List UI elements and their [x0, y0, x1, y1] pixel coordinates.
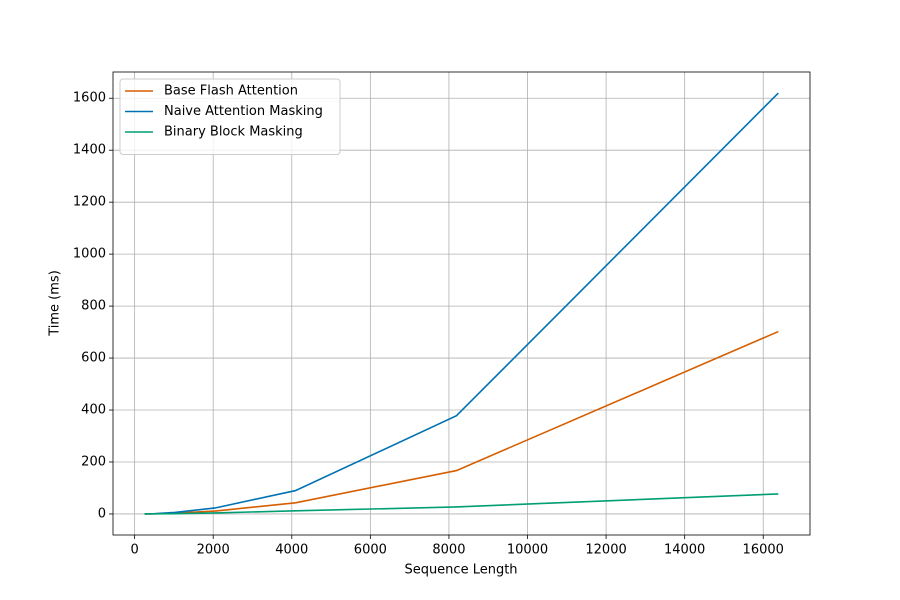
- y-tick-label: 0: [98, 506, 106, 521]
- x-axis-label: Sequence Length: [404, 563, 517, 578]
- series-line: [144, 92, 779, 515]
- x-tick-label: 2000: [197, 543, 230, 558]
- x-tick-label: 16000: [743, 543, 784, 558]
- x-tick-label: 12000: [585, 543, 626, 558]
- x-tick-label: 10000: [507, 543, 548, 558]
- y-tick-label: 1200: [73, 195, 106, 210]
- y-tick-label: 1000: [73, 247, 106, 262]
- legend-label: Base Flash Attention: [164, 84, 298, 99]
- series-line: [144, 493, 779, 515]
- y-tick-label: 1400: [73, 143, 106, 158]
- y-tick-label: 200: [81, 454, 106, 469]
- series-line: [144, 330, 779, 515]
- x-tick-label: 0: [130, 543, 138, 558]
- y-tick-label: 400: [81, 403, 106, 418]
- legend-box: [119, 78, 341, 155]
- x-tick-label: 14000: [664, 543, 705, 558]
- x-tick-label: 4000: [275, 543, 308, 558]
- y-tick-label: 1600: [73, 91, 106, 106]
- x-tick-label: 6000: [354, 543, 387, 558]
- y-tick-label: 800: [81, 299, 106, 314]
- y-tick-label: 600: [81, 351, 106, 366]
- legend-label: Binary Block Masking: [164, 125, 303, 140]
- legend: Base Flash Attention Naive Attention Mask…: [119, 78, 341, 155]
- x-tick-label: 8000: [432, 543, 465, 558]
- y-axis-label: Time (ms): [48, 270, 63, 337]
- legend-label: Naive Attention Masking: [164, 104, 323, 119]
- plot-frame: [112, 71, 811, 536]
